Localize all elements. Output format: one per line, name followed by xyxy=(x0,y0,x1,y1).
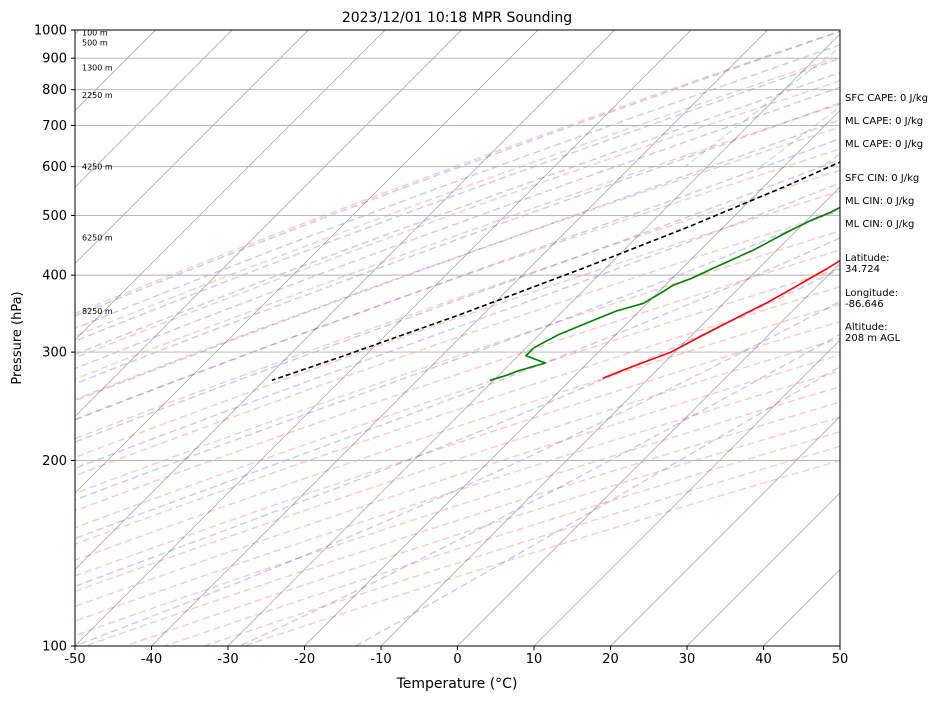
dry-adiabat xyxy=(0,30,844,646)
background-reference-lines xyxy=(0,30,947,646)
x-axis-label: Temperature (°C) xyxy=(396,676,518,692)
y-axis: 1000 900 800 700 600 500 400 300 200 100 xyxy=(34,24,75,655)
x-tick-label: -50 xyxy=(64,652,85,667)
y-tick-label: 100 xyxy=(42,640,67,655)
mixing-ratio-line xyxy=(685,30,863,167)
dry-adiabat xyxy=(204,30,947,646)
x-tick-label: 50 xyxy=(832,652,849,667)
isotherm-line xyxy=(75,30,691,646)
height-label: 2250 m xyxy=(82,91,113,100)
y-tick-label: 500 xyxy=(42,209,67,224)
dry-adiabat xyxy=(6,30,947,646)
sfc-cin: SFC CIN: 0 J/kg xyxy=(845,173,919,184)
y-tick-label: 700 xyxy=(42,119,67,134)
dry-adiabat xyxy=(244,30,947,646)
x-tick-label: 0 xyxy=(453,652,461,667)
x-tick-label: -40 xyxy=(141,652,162,667)
latitude-value: 34.724 xyxy=(845,264,880,275)
dry-adiabat xyxy=(165,30,947,646)
height-label: 500 m xyxy=(82,38,108,47)
altitude-value: 208 m AGL xyxy=(845,333,900,344)
height-label: 8250 m xyxy=(82,307,113,316)
ml-cin-1: ML CIN: 0 J/kg xyxy=(845,196,914,207)
isotherm-line xyxy=(305,30,921,646)
height-label: 4250 m xyxy=(82,163,113,172)
ml-cin-2: ML CIN: 0 J/kg xyxy=(845,219,914,230)
y-axis-label: Pressure (hPa) xyxy=(10,291,25,384)
x-tick-label: -10 xyxy=(370,652,391,667)
x-tick-label: -20 xyxy=(294,652,315,667)
y-tick-label: 900 xyxy=(42,52,67,67)
y-tick-label: 400 xyxy=(42,269,67,284)
moist-adiabat xyxy=(0,30,844,646)
y-tick-label: 1000 xyxy=(34,24,67,39)
height-label: 6250 m xyxy=(82,234,113,243)
x-tick-label: 30 xyxy=(679,652,696,667)
ml-cape-1: ML CAPE: 0 J/kg xyxy=(845,116,923,127)
isotherm-line xyxy=(152,30,768,646)
x-tick-label: 40 xyxy=(755,652,772,667)
chart-title: 2023/12/01 10:18 MPR Sounding xyxy=(342,10,572,26)
x-tick-label: -30 xyxy=(217,652,238,667)
longitude-value: -86.646 xyxy=(845,299,884,310)
y-tick-label: 300 xyxy=(42,346,67,361)
moist-adiabat xyxy=(0,30,882,646)
y-tick-label: 600 xyxy=(42,160,67,175)
x-axis: -50 -40 -30 -20 -10 0 10 20 30 40 50 xyxy=(64,646,848,667)
dry-adiabat xyxy=(85,30,947,646)
y-tick-label: 200 xyxy=(42,454,67,469)
x-tick-label: 10 xyxy=(526,652,543,667)
altitude-label: Altitude: xyxy=(845,322,887,333)
isotherm-line xyxy=(0,30,3,646)
latitude-label: Latitude: xyxy=(845,253,890,264)
longitude-label: Longitude: xyxy=(845,288,898,299)
isotherm-line xyxy=(228,30,844,646)
ml-cape-2: ML CAPE: 0 J/kg xyxy=(845,139,923,150)
y-tick-label: 800 xyxy=(42,83,67,98)
sfc-cape: SFC CAPE: 0 J/kg xyxy=(845,93,928,104)
x-tick-label: 20 xyxy=(602,652,619,667)
height-label: 1300 m xyxy=(82,63,113,72)
